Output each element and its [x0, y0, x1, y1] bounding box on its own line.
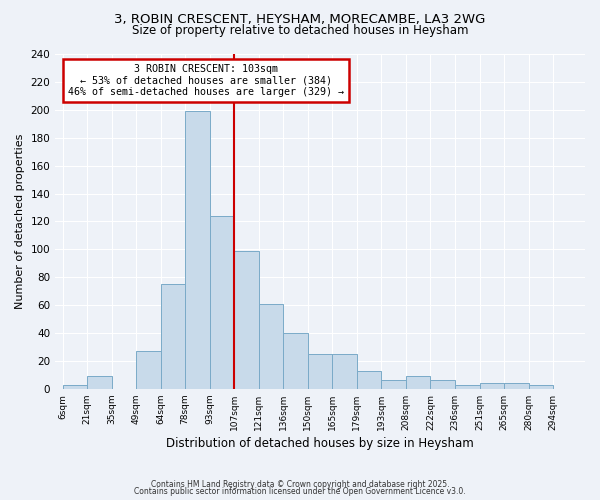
Bar	[382, 380, 406, 389]
Bar	[283, 333, 308, 389]
Text: Size of property relative to detached houses in Heysham: Size of property relative to detached ho…	[132, 24, 468, 37]
Bar	[357, 370, 382, 389]
Bar	[185, 111, 210, 389]
Bar	[87, 376, 112, 389]
Text: 3 ROBIN CRESCENT: 103sqm
← 53% of detached houses are smaller (384)
46% of semi-: 3 ROBIN CRESCENT: 103sqm ← 53% of detach…	[68, 64, 344, 97]
Text: 3, ROBIN CRESCENT, HEYSHAM, MORECAMBE, LA3 2WG: 3, ROBIN CRESCENT, HEYSHAM, MORECAMBE, L…	[115, 12, 485, 26]
Bar	[479, 383, 504, 389]
Bar	[529, 384, 553, 389]
Bar	[455, 384, 479, 389]
Text: Contains public sector information licensed under the Open Government Licence v3: Contains public sector information licen…	[134, 487, 466, 496]
Bar	[332, 354, 357, 389]
Bar	[62, 384, 87, 389]
Bar	[430, 380, 455, 389]
Bar	[136, 351, 161, 389]
Bar	[210, 216, 234, 389]
Y-axis label: Number of detached properties: Number of detached properties	[15, 134, 25, 309]
Bar	[161, 284, 185, 389]
Bar	[308, 354, 332, 389]
Bar	[406, 376, 430, 389]
Bar	[234, 250, 259, 389]
Bar	[259, 304, 283, 389]
Bar	[504, 383, 529, 389]
Text: Contains HM Land Registry data © Crown copyright and database right 2025.: Contains HM Land Registry data © Crown c…	[151, 480, 449, 489]
X-axis label: Distribution of detached houses by size in Heysham: Distribution of detached houses by size …	[166, 437, 474, 450]
